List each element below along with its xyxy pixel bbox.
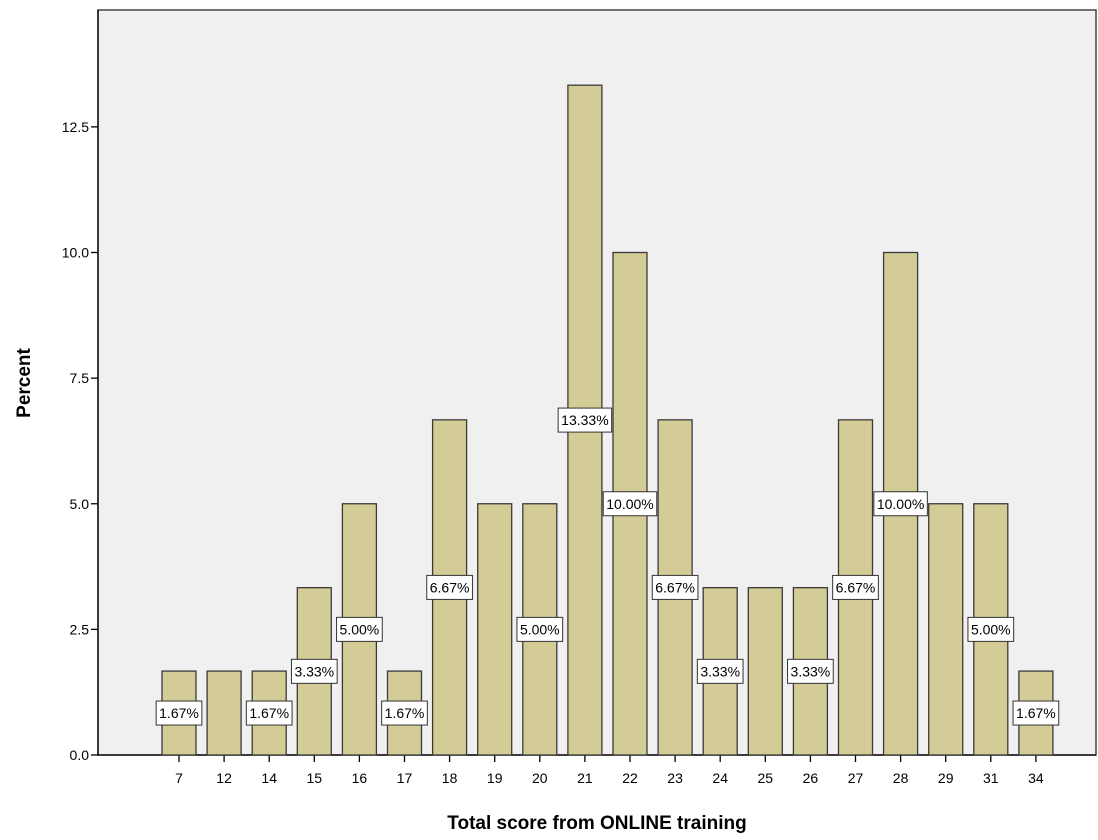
data-label: 6.67% xyxy=(426,574,473,600)
data-label-box xyxy=(557,407,613,433)
data-label: 3.33% xyxy=(290,658,338,684)
x-tick-label: 24 xyxy=(712,770,728,786)
y-ticks: 0.0 2.5 5.0 7.5 10.0 12.5 xyxy=(62,119,98,763)
data-label-text: 13.33% xyxy=(561,412,608,428)
x-tick-label: 18 xyxy=(442,770,458,786)
data-label-text: 1.67% xyxy=(249,705,289,721)
data-label: 1.67% xyxy=(155,700,203,726)
y-axis-title: Percent xyxy=(14,347,35,417)
data-label-text: 5.00% xyxy=(340,621,380,637)
data-label-text: 3.33% xyxy=(294,663,334,679)
data-label: 3.33% xyxy=(696,658,744,684)
data-label-box xyxy=(426,574,473,600)
data-label-box xyxy=(1012,700,1060,726)
data-label: 5.00% xyxy=(336,616,383,642)
data-label: 6.67% xyxy=(832,574,879,600)
x-tick-label: 23 xyxy=(667,770,683,786)
data-label-box xyxy=(696,658,744,684)
x-tick-label: 34 xyxy=(1028,770,1044,786)
x-axis-title: Total score from ONLINE training xyxy=(447,813,746,834)
data-label-box xyxy=(516,616,564,642)
data-label-text: 5.00% xyxy=(520,621,560,637)
data-label: 1.67% xyxy=(1012,700,1060,726)
bar xyxy=(747,587,783,756)
data-label-box xyxy=(336,616,383,642)
data-labels: 1.67% 1.67% 3.33% 5.00% 1.67% 6.67% 5.00% 13.33… xyxy=(155,407,1060,726)
y-tick-label: 10.0 xyxy=(62,245,89,261)
data-label-text: 10.00% xyxy=(877,496,924,512)
data-label: 5.00% xyxy=(516,616,564,642)
x-tick-label: 7 xyxy=(175,770,183,786)
data-label-box xyxy=(651,574,699,600)
y-tick-label: 7.5 xyxy=(70,370,90,386)
data-label-text: 5.00% xyxy=(971,621,1011,637)
data-label: 10.00% xyxy=(602,491,658,517)
x-tick-label: 31 xyxy=(983,770,999,786)
x-tick-label: 15 xyxy=(307,770,323,786)
x-tick-label: 12 xyxy=(216,770,232,786)
data-label-text: 3.33% xyxy=(791,663,831,679)
data-label-box xyxy=(602,491,658,517)
x-ticks: 7 12 14 15 16 17 18 19 20 21 22 23 24 25 26 27 28 29 31 34 xyxy=(175,755,1044,786)
data-label-box xyxy=(832,574,879,600)
data-label-text: 6.67% xyxy=(655,579,695,595)
x-tick-label: 19 xyxy=(487,770,503,786)
data-label-box xyxy=(967,616,1015,642)
x-tick-label: 20 xyxy=(532,770,548,786)
x-tick-label: 17 xyxy=(397,770,413,786)
data-label-box xyxy=(873,491,928,517)
bar xyxy=(928,503,964,756)
x-tick-label: 21 xyxy=(577,770,593,786)
data-label: 6.67% xyxy=(651,574,699,600)
data-label-box xyxy=(290,658,338,684)
y-tick-label: 0.0 xyxy=(70,747,90,763)
y-tick-label: 5.0 xyxy=(70,496,90,512)
data-label: 10.00% xyxy=(873,491,928,517)
x-tick-label: 26 xyxy=(803,770,819,786)
y-tick-label: 12.5 xyxy=(62,119,89,135)
y-tick-label: 2.5 xyxy=(70,621,90,637)
x-tick-label: 22 xyxy=(622,770,638,786)
data-label-text: 1.67% xyxy=(159,705,199,721)
x-tick-label: 25 xyxy=(758,770,774,786)
data-label: 13.33% xyxy=(557,407,613,433)
x-tick-label: 27 xyxy=(848,770,864,786)
data-label: 3.33% xyxy=(787,658,834,684)
data-label: 5.00% xyxy=(967,616,1015,642)
x-tick-label: 29 xyxy=(938,770,954,786)
x-tick-label: 16 xyxy=(352,770,368,786)
bar xyxy=(206,670,242,756)
data-label-text: 6.67% xyxy=(430,579,470,595)
data-label-text: 10.00% xyxy=(606,496,653,512)
data-label-text: 1.67% xyxy=(1016,705,1056,721)
data-label-box xyxy=(155,700,203,726)
data-label-text: 1.67% xyxy=(385,705,425,721)
x-tick-label: 28 xyxy=(893,770,909,786)
x-tick-label: 14 xyxy=(261,770,277,786)
data-label: 1.67% xyxy=(245,700,293,726)
data-label: 1.67% xyxy=(381,700,428,726)
data-label-box xyxy=(245,700,293,726)
data-label-text: 3.33% xyxy=(700,663,740,679)
data-label-box xyxy=(381,700,428,726)
data-label-text: 6.67% xyxy=(836,579,876,595)
data-label-box xyxy=(787,658,834,684)
bar xyxy=(477,503,513,756)
